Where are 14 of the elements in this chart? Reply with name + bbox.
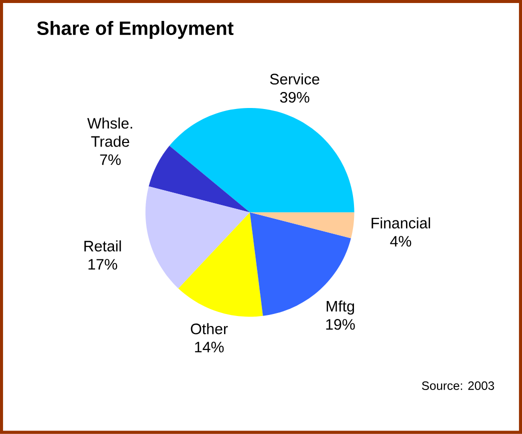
slice-label: Whsle. Trade [87, 118, 132, 147]
data-label: 39% [280, 92, 310, 103]
slice-label: Mftg [326, 300, 354, 315]
data-label: 14% [195, 342, 224, 352]
slice-label: Other [190, 323, 228, 334]
data-label: 17% [88, 259, 118, 270]
slice-label: Financial [372, 217, 430, 229]
data-label: 19% [326, 319, 355, 330]
source-note: Source: 2003 [422, 381, 494, 390]
chart-title: Share of Employment [37, 21, 234, 39]
data-label: 4% [390, 236, 412, 247]
data-label: 7% [100, 154, 121, 166]
slice-label: Retail [84, 240, 121, 252]
slice-label: Service [270, 73, 320, 85]
